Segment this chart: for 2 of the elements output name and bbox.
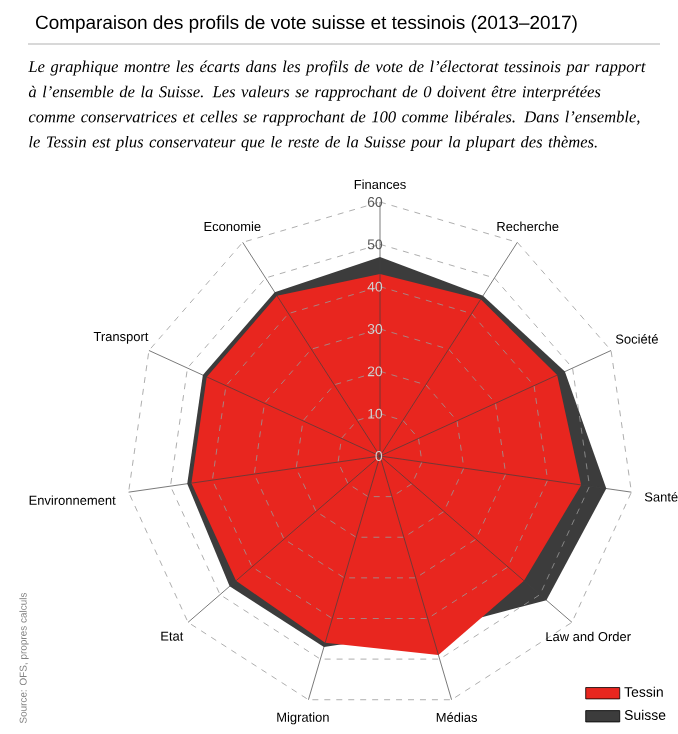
chart-title: Comparaison des profils de vote suisse et tessinois (2013–2017) — [36, 15, 577, 33]
chart-subtitle: Le graphique montre les écarts dans les profils de vote de l’électorat tessinois par rapport à l’ensemble de la Suisse. Les valeurs se rapprochant de 0 doivent être interprétées comme conservatrices et celles se rapprochant de 100 comme libérales. Dans l’ensemble, le Tessin est plus conservateur que le reste de la Suisse pour la plupart des thèmes. — [28, 60, 646, 151]
